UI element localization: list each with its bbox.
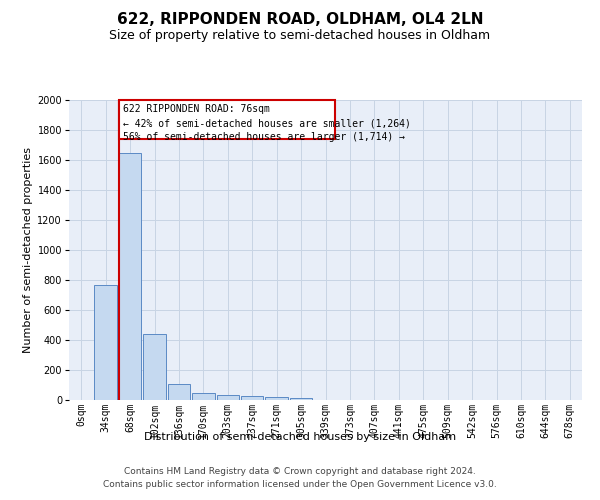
Bar <box>94 284 117 400</box>
Bar <box>119 152 142 400</box>
Text: 622 RIPPONDEN ROAD: 76sqm
← 42% of semi-detached houses are smaller (1,264)
56% : 622 RIPPONDEN ROAD: 76sqm ← 42% of semi-… <box>123 104 410 142</box>
Bar <box>290 398 313 400</box>
Bar <box>167 384 190 400</box>
Bar <box>119 100 335 139</box>
Text: Distribution of semi-detached houses by size in Oldham: Distribution of semi-detached houses by … <box>144 432 456 442</box>
Bar <box>143 334 166 400</box>
Bar <box>265 397 288 400</box>
Bar <box>217 395 239 400</box>
Bar <box>241 396 263 400</box>
Text: 622, RIPPONDEN ROAD, OLDHAM, OL4 2LN: 622, RIPPONDEN ROAD, OLDHAM, OL4 2LN <box>117 12 483 28</box>
Text: Contains public sector information licensed under the Open Government Licence v3: Contains public sector information licen… <box>103 480 497 489</box>
Text: Size of property relative to semi-detached houses in Oldham: Size of property relative to semi-detach… <box>109 28 491 42</box>
Y-axis label: Number of semi-detached properties: Number of semi-detached properties <box>23 147 33 353</box>
Text: Contains HM Land Registry data © Crown copyright and database right 2024.: Contains HM Land Registry data © Crown c… <box>124 467 476 476</box>
Bar <box>192 392 215 400</box>
